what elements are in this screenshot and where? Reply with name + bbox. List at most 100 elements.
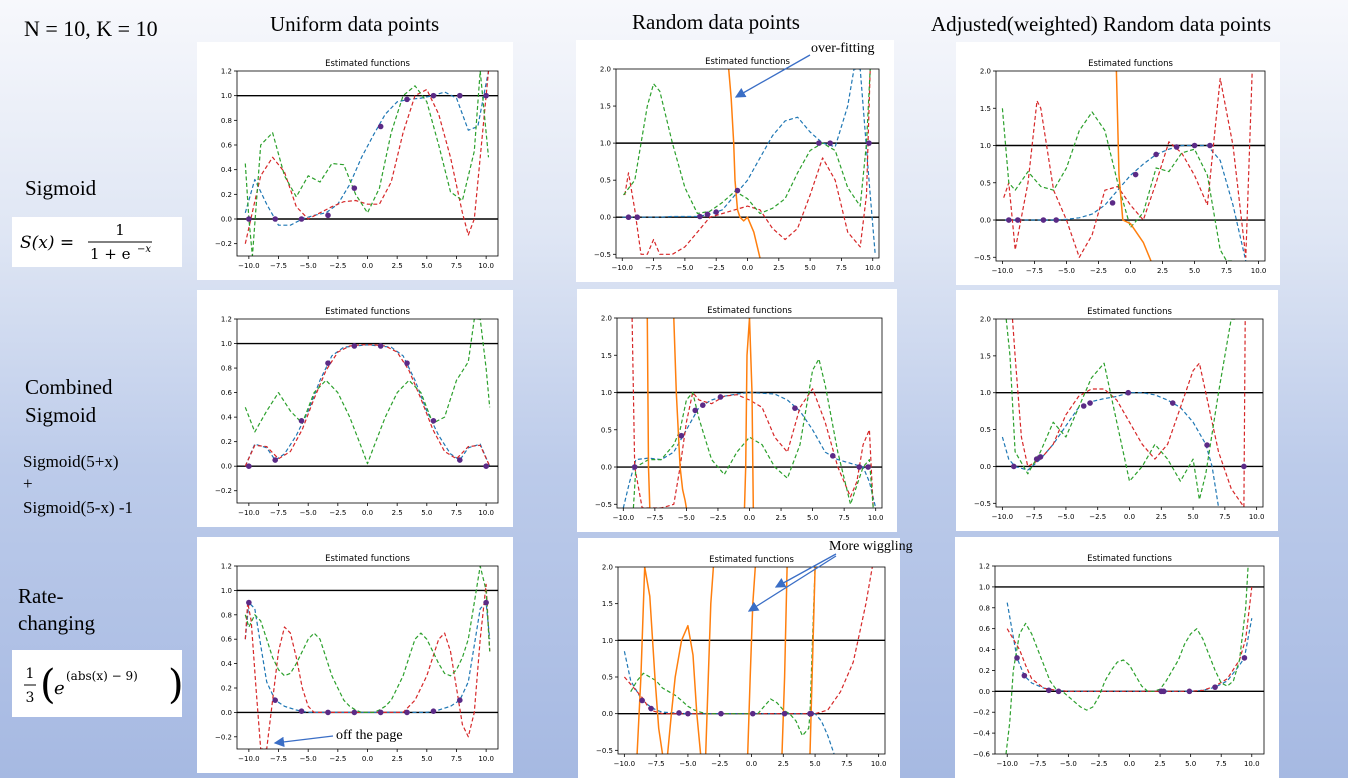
data-point: [697, 213, 703, 220]
x-tick-label: −5.0: [678, 514, 695, 522]
x-tick-label: −7.5: [270, 262, 287, 270]
series-line-orange: [646, 318, 651, 508]
data-point: [272, 697, 279, 703]
x-tick-label: −10.0: [997, 760, 1018, 768]
x-tick-label: 7.5: [836, 264, 847, 272]
x-tick-label: −7.5: [270, 755, 287, 763]
y-tick-label: −0.2: [215, 733, 232, 741]
y-tick-label: −0.5: [596, 747, 613, 755]
chart-sigmoid-uniform: Estimated functions −10.0 −7.5 −5.0 −2.5 0.0 2…: [197, 42, 513, 280]
chart-svg-combined-random: Estimated functions −10.0 −7.5 −5.0 −2.5 0.0 2…: [595, 306, 883, 522]
data-point: [1109, 200, 1116, 206]
x-tick-label: −7.5: [1029, 760, 1046, 768]
series-line-blue: [1001, 392, 1220, 507]
y-tick-label: 1.5: [601, 352, 612, 360]
data-point: [1207, 142, 1213, 149]
x-tick-label: 2.5: [775, 514, 786, 522]
data-point: [325, 212, 331, 219]
x-tick-label: 0.0: [362, 755, 373, 763]
x-tick-label: 2.5: [1157, 267, 1168, 275]
y-tick-label: 0.8: [221, 117, 232, 125]
x-tick-label: 10.0: [478, 755, 494, 763]
data-point: [648, 705, 654, 712]
y-tick-label: 1.0: [602, 637, 613, 645]
data-point: [866, 140, 872, 146]
plot-frame: [615, 68, 880, 259]
data-point: [298, 216, 305, 222]
chart-title: Estimated functions: [707, 306, 792, 316]
x-tick-label: −2.5: [329, 509, 346, 517]
x-tick-label: 10.0: [871, 760, 887, 768]
row-label-rate-1: Rate-: [18, 584, 64, 608]
x-tick-label: 7.5: [451, 262, 462, 270]
series-line-blue: [1005, 144, 1247, 261]
x-tick-label: 7.5: [451, 755, 462, 763]
combined-formula-line-1: Sigmoid(5+x): [23, 452, 119, 471]
column-header-random: Random data points: [632, 10, 800, 34]
series-line-red: [244, 71, 490, 244]
x-tick-label: 7.5: [1221, 267, 1232, 275]
x-tick-label: 2.5: [392, 262, 403, 270]
y-tick-label: 0.2: [979, 667, 990, 675]
x-tick-label: 2.5: [773, 264, 784, 272]
data-point: [792, 405, 798, 411]
y-tick-label: 1.0: [600, 140, 611, 148]
data-point: [456, 457, 463, 463]
x-tick-label: −10.0: [613, 514, 634, 522]
svg-text:): ): [168, 662, 182, 708]
y-tick-label: 1.0: [221, 587, 232, 595]
y-tick-label: 0.0: [602, 710, 613, 718]
chart-svg-combined-uniform: Estimated functions −10.0 −7.5 −5.0 −2.5 0.0 2…: [215, 307, 499, 517]
data-point: [734, 187, 741, 194]
sigmoid-formula: S(x) = 1 1 + e −x: [12, 217, 182, 267]
data-point: [351, 185, 358, 191]
x-tick-label: −5.0: [300, 509, 317, 517]
plot-frame: [236, 70, 499, 257]
x-tick-label: 5.0: [421, 755, 432, 763]
x-tick-label: 7.5: [841, 760, 852, 768]
chart-title: Estimated functions: [1088, 59, 1173, 69]
y-tick-label: −0.2: [973, 709, 990, 717]
data-point: [713, 209, 719, 215]
data-point: [827, 140, 833, 146]
y-tick-label: 0.5: [980, 179, 991, 187]
y-tick-label: 0.0: [600, 214, 611, 222]
data-point: [1080, 403, 1087, 409]
x-tick-label: −10.0: [238, 755, 259, 763]
y-tick-label: 1.0: [601, 389, 612, 397]
annotation-off-the-page: off the page: [336, 728, 403, 743]
y-tick-label: 1.5: [980, 105, 991, 113]
plot-area: [616, 69, 879, 258]
y-tick-label: 1.0: [979, 583, 990, 591]
x-tick-label: −10.0: [614, 760, 635, 768]
y-tick-label: 2.0: [600, 66, 611, 74]
y-tick-label: −0.2: [215, 240, 232, 248]
data-point: [1191, 142, 1198, 149]
x-tick-label: 10.0: [1249, 513, 1265, 521]
data-point: [404, 96, 410, 103]
chart-title: Estimated functions: [325, 554, 410, 564]
data-point: [404, 709, 410, 716]
y-tick-label: 0.6: [979, 625, 991, 633]
data-point: [816, 140, 822, 146]
data-point: [351, 709, 358, 716]
chart-svg-rate-uniform: Estimated functions −10.0 −7.5 −5.0 −2.5 0.0 2…: [215, 554, 499, 763]
x-tick-label: 5.0: [810, 760, 821, 768]
y-tick-label: 0.5: [980, 426, 991, 434]
y-tick-label: 0.8: [221, 611, 232, 619]
plot-frame: [236, 565, 499, 750]
series-line-blue: [1006, 602, 1253, 692]
data-point: [298, 418, 305, 424]
data-point: [1204, 442, 1210, 448]
plot-area: [995, 566, 1264, 754]
data-point: [430, 92, 437, 99]
data-point: [1241, 463, 1247, 470]
x-tick-label: 5.0: [805, 264, 816, 272]
x-tick-label: 0.0: [744, 514, 755, 522]
data-point: [631, 464, 638, 470]
y-tick-label: 1.0: [980, 389, 991, 397]
data-point: [1186, 688, 1193, 695]
data-point: [678, 432, 685, 439]
chart-rate-uniform: Estimated functions −10.0 −7.5 −5.0 −2.5 0.0 2…: [197, 537, 513, 773]
series-line-blue: [623, 651, 835, 754]
